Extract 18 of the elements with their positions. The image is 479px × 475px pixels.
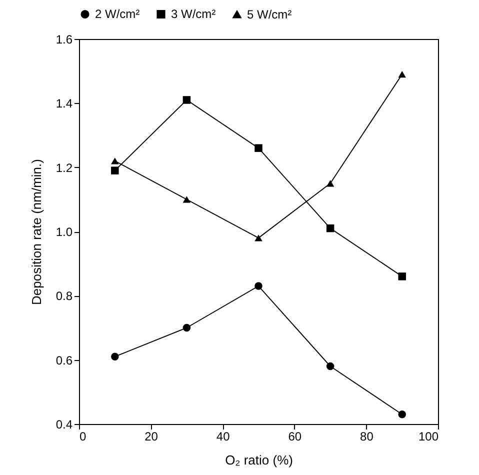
y-tick-label: 0.4 <box>56 418 73 432</box>
x-tick-label: 40 <box>216 430 230 444</box>
legend-label: 5 W/cm² <box>247 7 292 22</box>
legend-label: 2 W/cm² <box>95 7 140 22</box>
x-tick-label: 60 <box>288 430 302 444</box>
x-tick-label: 100 <box>418 430 439 444</box>
x-axis-title: O₂ ratio (%) <box>225 452 293 468</box>
y-axis-title: Deposition rate (nm/min.) <box>28 159 44 305</box>
y-tick-label: 0.8 <box>56 289 73 304</box>
x-tick-label: 20 <box>144 430 158 444</box>
y-tick-label: 0.6 <box>56 353 73 368</box>
y-tick-label: 1.2 <box>56 160 73 175</box>
x-tick-label: 0 <box>80 430 86 444</box>
x-tick-label: 80 <box>360 430 374 444</box>
y-tick-label: 1.4 <box>56 96 73 111</box>
y-tick-label: 1.6 <box>56 32 73 46</box>
legend-label: 3 W/cm² <box>171 7 216 22</box>
y-tick-label: 1.0 <box>56 225 73 239</box>
